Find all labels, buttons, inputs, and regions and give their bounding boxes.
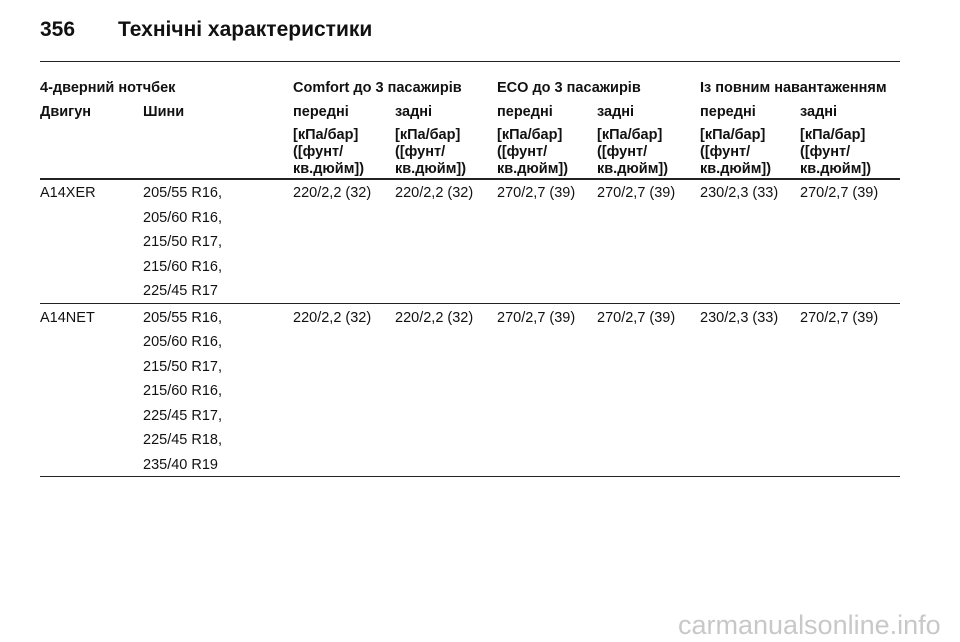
unit-label: ([фунт/ [497, 144, 548, 160]
tyre-size: 205/55 R16, [143, 309, 223, 326]
header-rule [40, 61, 900, 62]
column-header: задні [800, 104, 838, 120]
unit-label: [кПа/бар] [700, 127, 766, 143]
tyre-size: 215/60 R16, [143, 258, 223, 275]
pressure: 220/2,2 (32) [395, 309, 474, 326]
unit-label: ([фунт/ [800, 144, 851, 160]
pressure: 230/2,3 (33) [700, 185, 779, 201]
pressure: 220/2,2 (32) [293, 185, 372, 201]
pressure: 270/2,7 (39) [497, 309, 576, 326]
engine: A14XER [40, 185, 96, 201]
header-rule [40, 178, 900, 180]
pressure: 230/2,3 (33) [700, 309, 779, 326]
unit-label: ([фунт/ [597, 144, 648, 160]
tyre-size: 235/40 R19 [143, 456, 218, 473]
pressure: 270/2,7 (39) [800, 309, 879, 326]
unit-label: кв.дюйм]) [800, 161, 872, 177]
column-header: передні [700, 104, 756, 120]
unit-label: кв.дюйм]) [497, 161, 569, 177]
watermark: carmanualsonline.info [678, 610, 941, 640]
page-title: Технічні характеристики [118, 18, 373, 41]
column-header: Шини [143, 104, 185, 120]
group-header: ECO до 3 пасажирів [497, 80, 641, 96]
tyre-size: 205/60 R16, [143, 209, 223, 226]
unit-label: ([фунт/ [293, 144, 344, 160]
unit-label: кв.дюйм]) [700, 161, 772, 177]
tyre-size: 225/45 R17, [143, 407, 223, 424]
unit-label: кв.дюйм]) [395, 161, 467, 177]
pressure: 220/2,2 (32) [293, 309, 372, 326]
row-rule [40, 302, 900, 304]
pressure: 270/2,7 (39) [800, 185, 879, 201]
tyre-size: 225/45 R18, [143, 432, 223, 448]
unit-label: [кПа/бар] [395, 127, 461, 143]
group-header: Із повним навантаженням [700, 80, 887, 96]
unit-label: [кПа/бар] [597, 127, 663, 143]
page-number: 356 [40, 18, 76, 41]
pressure: 270/2,7 (39) [597, 309, 676, 326]
tyre-size: 215/60 R16, [143, 383, 223, 399]
unit-label: кв.дюйм]) [597, 161, 669, 177]
tyre-size: 205/60 R16, [143, 334, 223, 350]
unit-label: [кПа/бар] [293, 127, 359, 143]
pressure: 270/2,7 (39) [497, 185, 576, 201]
column-header: передні [497, 104, 553, 120]
unit-label: ([фунт/ [700, 144, 751, 160]
row-rule [40, 476, 900, 477]
pressure: 220/2,2 (32) [395, 185, 474, 201]
engine: A14NET [40, 309, 95, 326]
group-header: 4-дверний нотчбек [40, 80, 176, 96]
unit-label: кв.дюйм]) [293, 161, 365, 177]
unit-label: ([фунт/ [395, 144, 446, 160]
tyre-size: 225/45 R17 [143, 283, 218, 299]
group-header: Comfort до 3 пасажирів [293, 80, 462, 96]
column-header: задні [597, 104, 635, 120]
pressure: 270/2,7 (39) [597, 185, 676, 201]
column-header: Двигун [40, 104, 92, 120]
column-header: задні [395, 104, 433, 120]
unit-label: [кПа/бар] [497, 127, 563, 143]
tyre-size: 205/55 R16, [143, 185, 223, 201]
tyre-size: 215/50 R17, [143, 358, 223, 375]
column-header: передні [293, 104, 349, 120]
tyre-size: 215/50 R17, [143, 234, 223, 250]
unit-label: [кПа/бар] [800, 127, 866, 143]
